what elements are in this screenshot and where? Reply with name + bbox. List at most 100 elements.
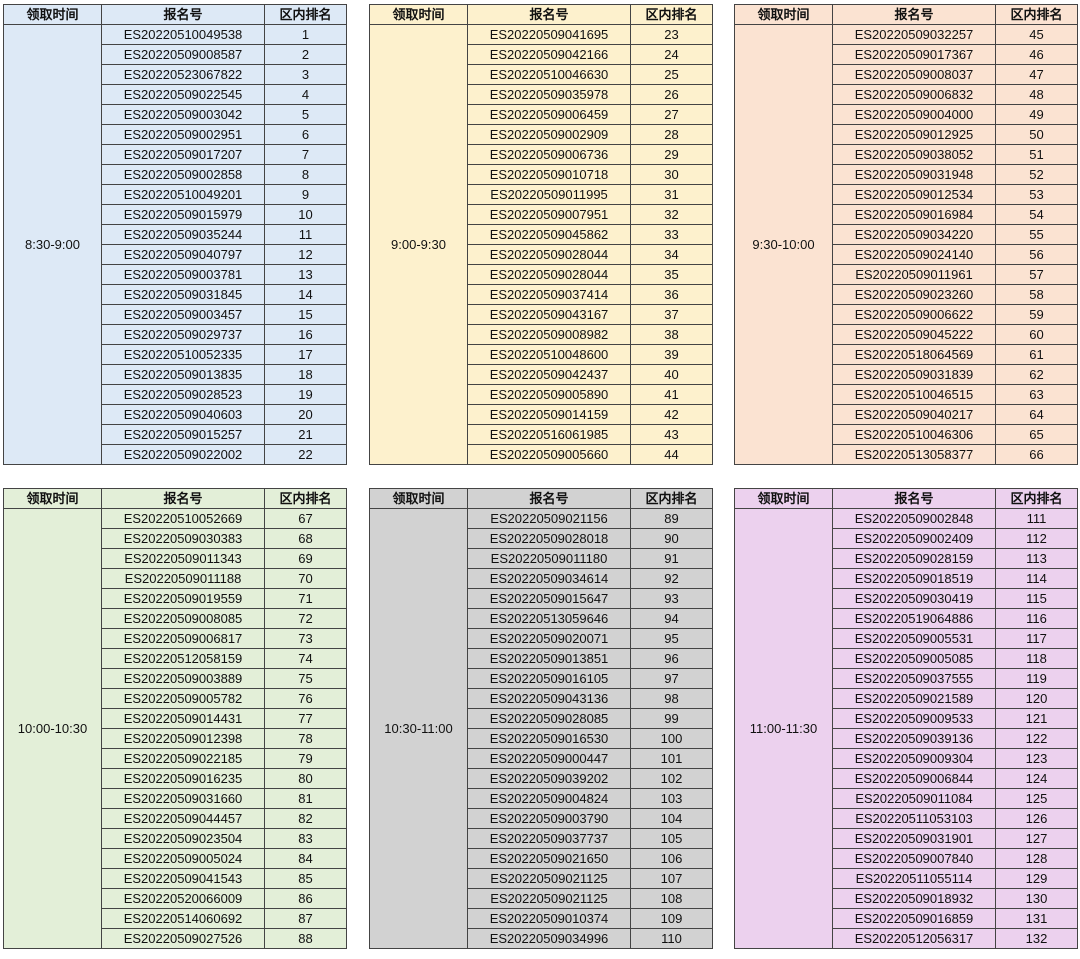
data-row: ES20220509031901 127 xyxy=(735,828,1078,849)
registration-number: ES20220510049538 xyxy=(101,24,265,45)
rank: 50 xyxy=(995,124,1078,145)
data-row: ES20220509028159 113 xyxy=(735,548,1078,569)
registration-number: ES20220509005531 xyxy=(832,628,996,649)
rank: 100 xyxy=(630,728,713,749)
registration-number: ES20220509039202 xyxy=(467,768,631,789)
rank: 84 xyxy=(264,848,347,869)
registration-number: ES20220509028523 xyxy=(101,384,265,405)
data-row: ES20220509008982 38 xyxy=(370,324,713,345)
registration-number: ES20220510046515 xyxy=(832,384,996,405)
registration-number: ES20220509005782 xyxy=(101,688,265,709)
rank: 56 xyxy=(995,244,1078,265)
data-row: ES20220509022002 22 xyxy=(4,444,347,465)
rank: 122 xyxy=(995,728,1078,749)
header-row: 领取时间 报名号 区内排名 xyxy=(3,4,347,25)
registration-number: ES20220509015257 xyxy=(101,424,265,445)
rank: 76 xyxy=(264,688,347,709)
data-row: ES20220509005660 44 xyxy=(370,444,713,465)
header-row: 领取时间 报名号 区内排名 xyxy=(734,4,1078,25)
registration-number: ES20220509017367 xyxy=(832,44,996,65)
registration-number: ES20220509016984 xyxy=(832,204,996,225)
registration-number: ES20220509034614 xyxy=(467,568,631,589)
registration-number: ES20220509031901 xyxy=(832,828,996,849)
data-row: ES20220516061985 43 xyxy=(370,424,713,445)
data-row: 10:00-10:30 ES20220510052669 67 xyxy=(3,508,347,949)
rank: 54 xyxy=(995,204,1078,225)
data-row: ES20220509003889 75 xyxy=(4,668,347,689)
registration-number: ES20220509002858 xyxy=(101,164,265,185)
rank: 17 xyxy=(264,344,347,365)
registration-number: ES20220509002848 xyxy=(832,508,996,529)
data-row: ES20220509005782 76 xyxy=(4,688,347,709)
registration-number: ES20220509045862 xyxy=(467,224,631,245)
data-row: ES20220509006459 27 xyxy=(370,104,713,125)
data-row: ES20220509013851 96 xyxy=(370,648,713,669)
registration-number: ES20220509006832 xyxy=(832,84,996,105)
registration-number: ES20220509016859 xyxy=(832,908,996,929)
rank: 41 xyxy=(630,384,713,405)
rank: 3 xyxy=(264,64,347,85)
rank: 72 xyxy=(264,608,347,629)
data-row: ES20220509039136 122 xyxy=(735,728,1078,749)
rank: 49 xyxy=(995,104,1078,125)
rank: 68 xyxy=(264,528,347,549)
registration-number: ES20220509004000 xyxy=(832,104,996,125)
data-row: 10:30-11:00 ES20220509021156 89 xyxy=(369,508,713,949)
rank: 118 xyxy=(995,648,1078,669)
registration-number: ES20220509016105 xyxy=(467,668,631,689)
registration-number: ES20220509010718 xyxy=(467,164,631,185)
data-row: ES20220509030383 68 xyxy=(4,528,347,549)
data-row: ES20220509006817 73 xyxy=(4,628,347,649)
rank: 62 xyxy=(995,364,1078,385)
data-row: ES20220509009304 123 xyxy=(735,748,1078,769)
data-row: ES20220509038052 51 xyxy=(735,144,1078,165)
rank: 38 xyxy=(630,324,713,345)
column-header: 领取时间 xyxy=(734,4,833,25)
data-row: ES20220509021650 106 xyxy=(370,848,713,869)
schedule-table: 领取时间 报名号 区内排名 11:00-11:30 ES20220509002848 11… xyxy=(734,488,1078,949)
registration-number: ES20220509028044 xyxy=(467,264,631,285)
rank: 80 xyxy=(264,768,347,789)
registration-number: ES20220509040797 xyxy=(101,244,265,265)
rank: 63 xyxy=(995,384,1078,405)
rank: 22 xyxy=(264,444,347,465)
rank: 44 xyxy=(630,444,713,465)
registration-number: ES20220509037555 xyxy=(832,668,996,689)
rank: 105 xyxy=(630,828,713,849)
data-row: ES20220509008587 2 xyxy=(4,44,347,65)
data-row: ES20220509016859 131 xyxy=(735,908,1078,929)
data-row: ES20220509045862 33 xyxy=(370,224,713,245)
data-row: ES20220509034996 110 xyxy=(370,928,713,949)
registration-number: ES20220509018932 xyxy=(832,888,996,909)
rank: 130 xyxy=(995,888,1078,909)
data-row: ES20220509006832 48 xyxy=(735,84,1078,105)
data-row: ES20220509002951 6 xyxy=(4,124,347,145)
column-header: 报名号 xyxy=(101,488,265,509)
data-row: ES20220509035244 11 xyxy=(4,224,347,245)
data-row: ES20220514060692 87 xyxy=(4,908,347,929)
rank: 102 xyxy=(630,768,713,789)
rank: 106 xyxy=(630,848,713,869)
rank: 1 xyxy=(264,24,347,45)
rank: 61 xyxy=(995,344,1078,365)
rank: 108 xyxy=(630,888,713,909)
data-row: ES20220509012398 78 xyxy=(4,728,347,749)
registration-number: ES20220509021650 xyxy=(467,848,631,869)
registration-number: ES20220512058159 xyxy=(101,648,265,669)
registration-number: ES20220509028085 xyxy=(467,708,631,729)
rank: 87 xyxy=(264,908,347,929)
registration-number: ES20220514060692 xyxy=(101,908,265,929)
rank: 64 xyxy=(995,404,1078,425)
registration-number: ES20220509004824 xyxy=(467,788,631,809)
rank: 126 xyxy=(995,808,1078,829)
data-row: ES20220509012925 50 xyxy=(735,124,1078,145)
registration-number: ES20220509022545 xyxy=(101,84,265,105)
data-row: ES20220509040217 64 xyxy=(735,404,1078,425)
registration-number: ES20220509014431 xyxy=(101,708,265,729)
rank: 47 xyxy=(995,64,1078,85)
rank: 75 xyxy=(264,668,347,689)
header-row: 领取时间 报名号 区内排名 xyxy=(734,488,1078,509)
registration-number: ES20220509028044 xyxy=(467,244,631,265)
rank: 29 xyxy=(630,144,713,165)
rank: 24 xyxy=(630,44,713,65)
